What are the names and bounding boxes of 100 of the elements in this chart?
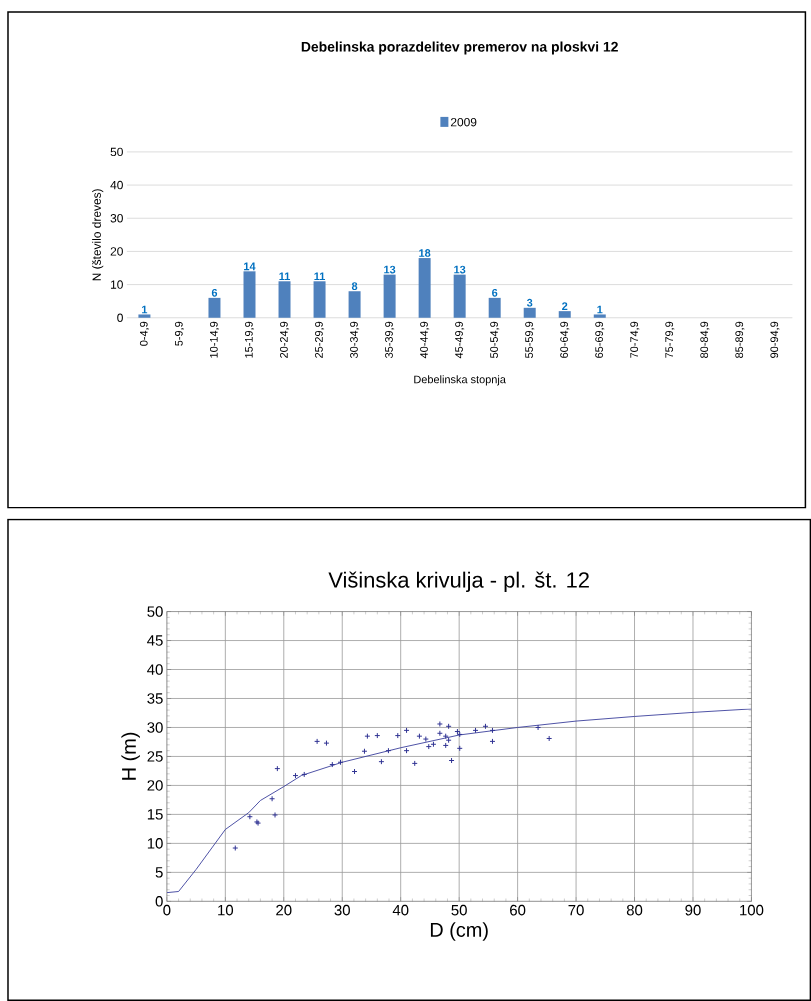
point	[323, 740, 330, 747]
point	[442, 742, 449, 749]
x-tick-label: 50-54,9	[490, 321, 500, 358]
point	[246, 813, 253, 820]
bar	[488, 297, 501, 318]
x-tick-label: 10-14,9	[209, 321, 219, 358]
x-tick-label: 20	[276, 904, 292, 916]
point	[445, 737, 452, 744]
x-tick-label: 60-64,9	[560, 321, 570, 358]
point	[364, 733, 371, 740]
x-tick-label: 0-4,9	[139, 321, 149, 346]
x-tick-label: 5-9,9	[174, 321, 184, 346]
line-series	[166, 708, 752, 894]
point	[314, 738, 321, 745]
data-label: 2	[562, 302, 568, 310]
data-label: 6	[211, 288, 218, 297]
chart-title: Višinska krivulja - pl. št. 12	[328, 571, 589, 593]
x-axis-title: D (cm)	[430, 922, 488, 941]
x-tick-label: 80-84,9	[700, 321, 710, 358]
x-tick-label: 70	[568, 904, 584, 916]
y-tick-label: 20	[147, 780, 163, 791]
data-label: 11	[279, 272, 290, 281]
point	[337, 759, 344, 766]
bar	[523, 307, 536, 318]
x-tick-label: 15-19,9	[244, 321, 254, 358]
bar	[313, 281, 326, 318]
legend-label: 2009	[450, 117, 477, 127]
y-axis-title: N (število dreves)	[92, 189, 104, 281]
y-tick-label: 10	[147, 838, 163, 849]
data-label: 3	[526, 298, 533, 307]
point	[445, 723, 452, 730]
y-axis-title: H (m)	[121, 732, 140, 780]
bar	[453, 274, 466, 318]
data-label: 14	[244, 262, 256, 271]
bar	[278, 281, 291, 318]
point	[403, 747, 410, 754]
x-tick-label: 55-59,9	[525, 321, 535, 358]
x-axis-title: Debelinska stopnja	[414, 375, 506, 386]
point	[454, 728, 461, 735]
data-label: 18	[419, 249, 431, 257]
point	[403, 727, 410, 734]
x-tick-label: 45-49,9	[455, 321, 465, 359]
x-tick-label: 85-89,9	[735, 321, 745, 358]
bar	[208, 297, 221, 318]
point	[416, 733, 423, 740]
point	[274, 765, 281, 772]
point	[489, 727, 496, 734]
x-tick-label: 40-44,9	[420, 321, 430, 359]
bar	[558, 311, 571, 318]
x-tick-label: 30-34,9	[350, 321, 360, 359]
x-tick-label: 30	[334, 904, 350, 916]
x-tick-label: 20-24,9	[279, 321, 289, 358]
y-tick-label: 30	[147, 722, 163, 733]
x-tick-label: 25-29,9	[314, 321, 325, 358]
x-tick-label: 80	[626, 904, 643, 916]
y-tick-label: 30	[110, 214, 123, 223]
x-tick-label: 0	[163, 904, 171, 916]
point	[482, 723, 489, 730]
bar	[138, 314, 151, 318]
y-tick-label: 40	[110, 180, 123, 190]
x-tick-label: 10	[218, 904, 233, 916]
data-label: 11	[314, 272, 325, 281]
point	[292, 772, 299, 779]
point	[456, 731, 463, 738]
data-label: 13	[454, 265, 466, 274]
point	[361, 748, 368, 755]
point	[394, 732, 401, 739]
x-tick-label: 40	[392, 904, 409, 916]
bar	[243, 271, 256, 318]
x-tick-label: 35-39,9	[385, 321, 395, 359]
y-tick-label: 50	[147, 606, 163, 617]
data-label: 6	[491, 288, 498, 297]
bar	[418, 258, 431, 318]
point	[456, 745, 463, 752]
point	[378, 758, 385, 765]
point	[422, 736, 429, 743]
data-label: 1	[597, 305, 603, 314]
data-label: 1	[142, 305, 148, 314]
y-tick-label: 15	[147, 809, 163, 820]
x-tick-label: 60	[510, 904, 526, 916]
y-tick-label: 35	[147, 693, 163, 704]
x-tick-label: 70-74,9	[630, 321, 640, 358]
data-label: 8	[351, 282, 358, 291]
bar	[383, 274, 396, 318]
point	[448, 757, 455, 764]
point	[546, 735, 553, 742]
point	[232, 845, 239, 852]
point	[269, 795, 276, 802]
point	[385, 747, 392, 754]
point	[489, 738, 496, 745]
point	[472, 727, 479, 734]
x-tick-label: 65-69,9	[595, 321, 605, 358]
y-tick-label: 40	[147, 664, 163, 675]
bar	[348, 291, 361, 318]
point	[329, 761, 336, 768]
y-tick-label: 20	[110, 247, 123, 256]
point	[301, 771, 308, 778]
point	[425, 743, 432, 750]
point	[436, 730, 443, 737]
point	[436, 721, 443, 727]
